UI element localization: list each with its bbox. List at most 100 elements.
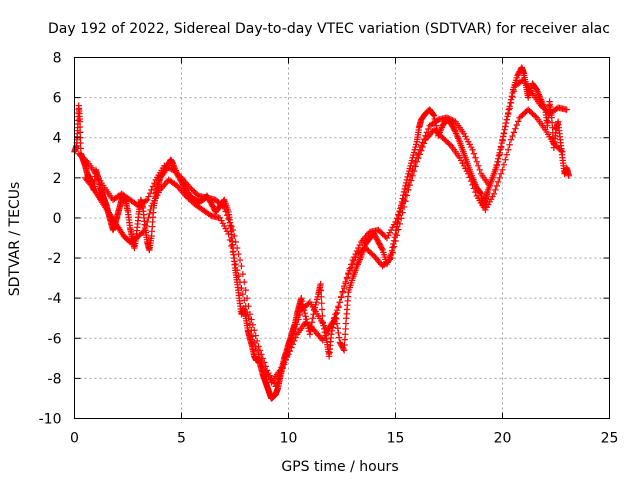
- data-point: [472, 154, 479, 161]
- data-point: [443, 114, 451, 121]
- data-point: [149, 183, 157, 190]
- data-points: [71, 64, 573, 402]
- data-point: [148, 186, 155, 194]
- data-point: [225, 215, 232, 223]
- data-point: [348, 261, 355, 268]
- x-tick-label: 15: [387, 431, 405, 447]
- x-tick-label: 0: [70, 431, 79, 447]
- data-point: [292, 325, 299, 333]
- data-point: [278, 368, 285, 375]
- data-point: [317, 280, 324, 288]
- plot-frame: [74, 57, 610, 419]
- data-point: [514, 118, 522, 125]
- y-tick-label: -6: [48, 331, 62, 347]
- y-tick-label: -8: [48, 371, 62, 387]
- data-point: [238, 284, 245, 292]
- data-point: [164, 163, 171, 171]
- data-point: [395, 211, 402, 218]
- data-point: [513, 121, 520, 129]
- data-point: [335, 329, 342, 337]
- x-tick-label: 25: [601, 431, 619, 447]
- data-point: [559, 148, 566, 155]
- data-point: [162, 163, 170, 170]
- data-point: [398, 204, 405, 211]
- data-point: [225, 230, 232, 238]
- data-point: [497, 144, 505, 151]
- data-point: [318, 293, 325, 301]
- data-point: [76, 118, 84, 125]
- data-point: [329, 324, 336, 331]
- data-point: [496, 151, 503, 158]
- data-point: [318, 299, 325, 307]
- data-point: [239, 290, 247, 298]
- data-point: [506, 105, 513, 112]
- data-point: [282, 356, 289, 364]
- data-point: [262, 363, 269, 370]
- data-point: [305, 300, 312, 307]
- data-point: [336, 298, 344, 306]
- data-point: [305, 328, 313, 335]
- data-point: [410, 162, 418, 169]
- data-point: [402, 191, 409, 199]
- data-point: [279, 364, 286, 372]
- data-point: [425, 125, 432, 133]
- data-point: [272, 383, 279, 390]
- data-point: [161, 162, 168, 169]
- data-point: [232, 238, 239, 246]
- y-tick-label: -4: [48, 291, 62, 307]
- data-point: [350, 253, 358, 261]
- data-point: [390, 243, 398, 250]
- y-axis-label: SDTVAR / TECUs: [7, 182, 23, 297]
- y-tick-label: 0: [53, 211, 62, 227]
- data-point: [392, 237, 399, 245]
- data-point: [251, 327, 258, 334]
- data-point: [449, 117, 456, 124]
- data-point: [343, 274, 351, 281]
- data-point: [422, 132, 429, 139]
- data-point: [417, 142, 425, 149]
- data-point: [141, 226, 149, 234]
- data-point: [473, 158, 481, 165]
- data-point: [334, 325, 341, 332]
- data-point: [261, 359, 268, 366]
- data-point: [142, 222, 150, 230]
- data-point: [349, 256, 356, 264]
- data-point: [231, 232, 238, 240]
- data-point: [142, 197, 150, 205]
- data-point: [396, 207, 403, 215]
- data-point: [502, 123, 509, 130]
- data-point: [303, 316, 310, 323]
- data-point: [222, 208, 229, 215]
- data-point: [353, 247, 361, 255]
- data-point: [249, 333, 257, 340]
- data-point: [276, 372, 284, 379]
- data-point: [476, 166, 483, 174]
- y-tick-label: 2: [53, 171, 62, 187]
- data-point: [341, 336, 349, 343]
- data-point: [223, 212, 231, 219]
- data-point: [239, 270, 247, 278]
- data-point: [470, 150, 478, 157]
- data-point: [403, 186, 411, 194]
- data-point: [235, 272, 242, 280]
- data-point: [402, 182, 409, 190]
- data-point: [335, 334, 343, 341]
- data-point: [298, 297, 306, 305]
- data-point: [477, 189, 484, 197]
- data-point: [352, 250, 359, 258]
- data-point: [502, 119, 510, 127]
- data-point: [532, 113, 539, 120]
- data-point: [388, 254, 395, 262]
- data-point: [144, 218, 151, 226]
- data-point: [245, 315, 252, 322]
- y-tick-label: 6: [53, 91, 62, 107]
- data-point: [492, 166, 499, 174]
- data-point: [249, 321, 257, 329]
- data-point: [346, 265, 354, 272]
- data-point: [413, 154, 421, 161]
- data-point: [430, 111, 437, 118]
- data-point: [395, 226, 402, 233]
- data-point: [499, 166, 506, 174]
- y-tick-label: 8: [53, 51, 62, 67]
- data-point: [228, 242, 235, 250]
